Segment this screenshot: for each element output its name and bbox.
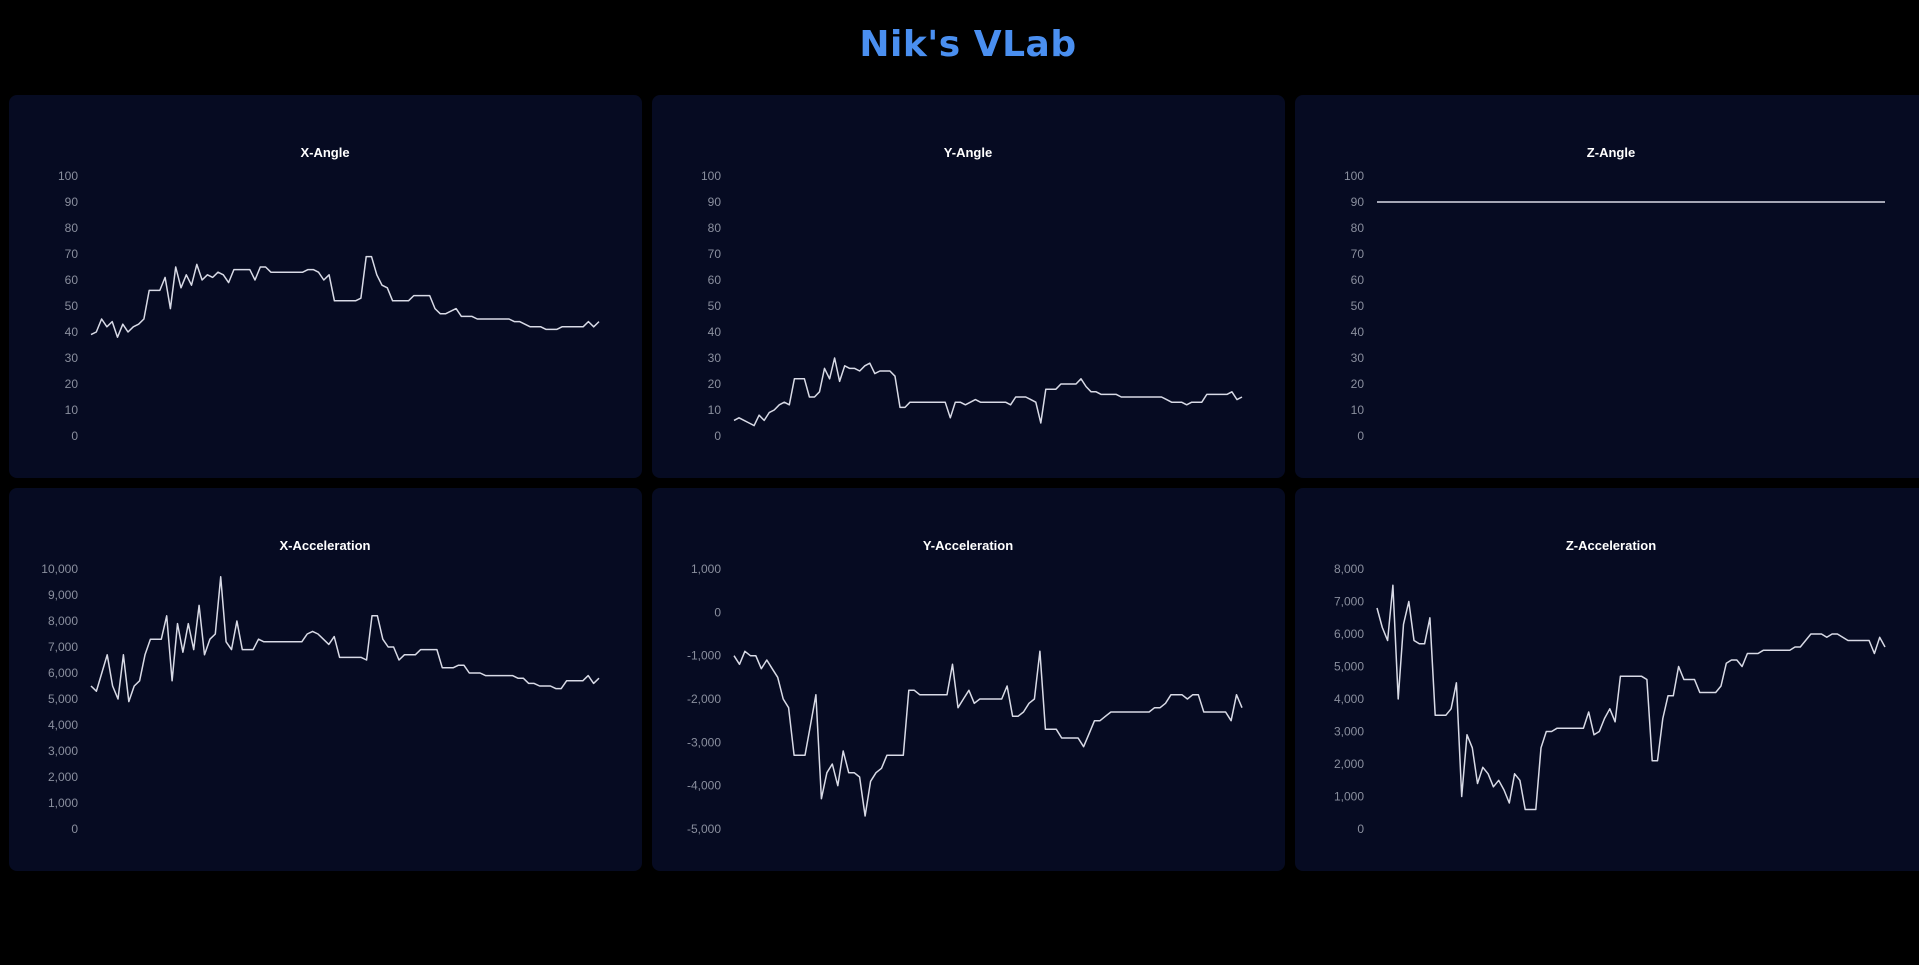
series-line [1376,584,1886,811]
y-tick-label: 10 [65,403,79,417]
y-tick-label: -1,000 [687,649,721,663]
y-tick-label: 20 [65,377,79,391]
y-tick-label: 3,000 [1334,725,1364,739]
z-acceleration-chart: Z-Acceleration 0 1,000 2,000 3,000 4,000 5,000… [1334,538,1886,836]
y-tick-label: 5,000 [48,692,78,706]
y-tick-label: 10 [708,403,722,417]
series-line [733,357,1243,427]
y-tick-label: 10,000 [41,562,78,576]
y-tick-label: 4,000 [1334,692,1364,706]
chart-title: Y-Angle [944,145,992,160]
y-tick-label: 50 [1351,299,1365,313]
y-tick-label: 1,000 [1334,790,1364,804]
y-tick-label: 20 [1351,377,1365,391]
y-tick-label: 30 [1351,351,1365,365]
x-acceleration-card: X-Acceleration 0 1,000 2,000 3,000 4,000 5,000… [9,488,642,871]
x-angle-chart: X-Angle 0 10 20 30 40 50 60 70 80 90 100 [58,145,600,443]
y-tick-label: 0 [714,429,721,443]
y-tick-label: 8,000 [48,614,78,628]
y-tick-label: 0 [1357,822,1364,836]
y-tick-label: 80 [1351,221,1365,235]
y-tick-label: 60 [708,273,722,287]
y-tick-label: 1,000 [48,796,78,810]
y-tick-label: 30 [65,351,79,365]
y-tick-label: 8,000 [1334,562,1364,576]
x-acceleration-chart: X-Acceleration 0 1,000 2,000 3,000 4,000 5,000… [41,538,600,836]
chart-title: Z-Acceleration [1566,538,1656,553]
y-tick-label: 7,000 [48,640,78,654]
y-tick-label: 50 [708,299,722,313]
y-tick-label: -3,000 [687,735,721,749]
y-tick-label: 80 [708,221,722,235]
y-tick-label: 3,000 [48,744,78,758]
y-tick-label: 70 [1351,247,1365,261]
y-tick-label: 10 [1351,403,1365,417]
series-line [733,650,1243,817]
chart-grid: X-Angle 0 10 20 30 40 50 60 70 80 90 100 Y-Angle 0 10… [9,95,1919,875]
y-tick-label: 4,000 [48,718,78,732]
chart-title: X-Acceleration [279,538,370,553]
y-tick-label: 0 [71,429,78,443]
site-title: Nik's VLab [859,24,1077,65]
series-line [90,255,600,338]
y-tick-label: 6,000 [48,666,78,680]
y-tick-label: 20 [708,377,722,391]
z-angle-card: Z-Angle 0 10 20 30 40 50 60 70 80 90 100 [1295,95,1919,478]
y-tick-label: 1,000 [691,562,721,576]
y-tick-label: -2,000 [687,692,721,706]
y-tick-label: 80 [65,221,79,235]
y-tick-label: 60 [1351,273,1365,287]
y-tick-label: 90 [1351,195,1365,209]
y-tick-label: 100 [1344,169,1364,183]
y-tick-label: 7,000 [1334,595,1364,609]
y-tick-label: 2,000 [48,770,78,784]
z-acceleration-card: Z-Acceleration 0 1,000 2,000 3,000 4,000 5,000… [1295,488,1919,871]
y-tick-label: 5,000 [1334,660,1364,674]
y-tick-label: 40 [708,325,722,339]
y-tick-label: 9,000 [48,588,78,602]
chart-title: X-Angle [300,145,349,160]
x-angle-card: X-Angle 0 10 20 30 40 50 60 70 80 90 100 [9,95,642,478]
y-acceleration-chart: Y-Acceleration -5,000 -4,000 -3,000 -2,000 -1… [687,538,1243,836]
y-tick-label: 40 [1351,325,1365,339]
y-tick-label: 90 [708,195,722,209]
y-tick-label: 0 [71,822,78,836]
y-tick-label: 50 [65,299,79,313]
y-tick-label: 30 [708,351,722,365]
y-tick-label: -5,000 [687,822,721,836]
y-angle-chart: Y-Angle 0 10 20 30 40 50 60 70 80 90 100 [701,145,1243,443]
y-tick-label: 6,000 [1334,627,1364,641]
z-angle-chart: Z-Angle 0 10 20 30 40 50 60 70 80 90 100 [1344,145,1885,443]
y-tick-label: 70 [708,247,722,261]
y-tick-label: 0 [1357,429,1364,443]
y-tick-label: 100 [701,169,721,183]
series-line [90,576,600,703]
y-tick-label: 90 [65,195,79,209]
y-tick-label: 70 [65,247,79,261]
chart-title: Z-Angle [1587,145,1635,160]
y-tick-label: 40 [65,325,79,339]
y-tick-label: 60 [65,273,79,287]
chart-title: Y-Acceleration [923,538,1013,553]
y-tick-label: 0 [714,605,721,619]
y-tick-label: 2,000 [1334,757,1364,771]
y-angle-card: Y-Angle 0 10 20 30 40 50 60 70 80 90 100 [652,95,1285,478]
y-tick-label: -4,000 [687,779,721,793]
y-acceleration-card: Y-Acceleration -5,000 -4,000 -3,000 -2,000 -1… [652,488,1285,871]
y-tick-label: 100 [58,169,78,183]
